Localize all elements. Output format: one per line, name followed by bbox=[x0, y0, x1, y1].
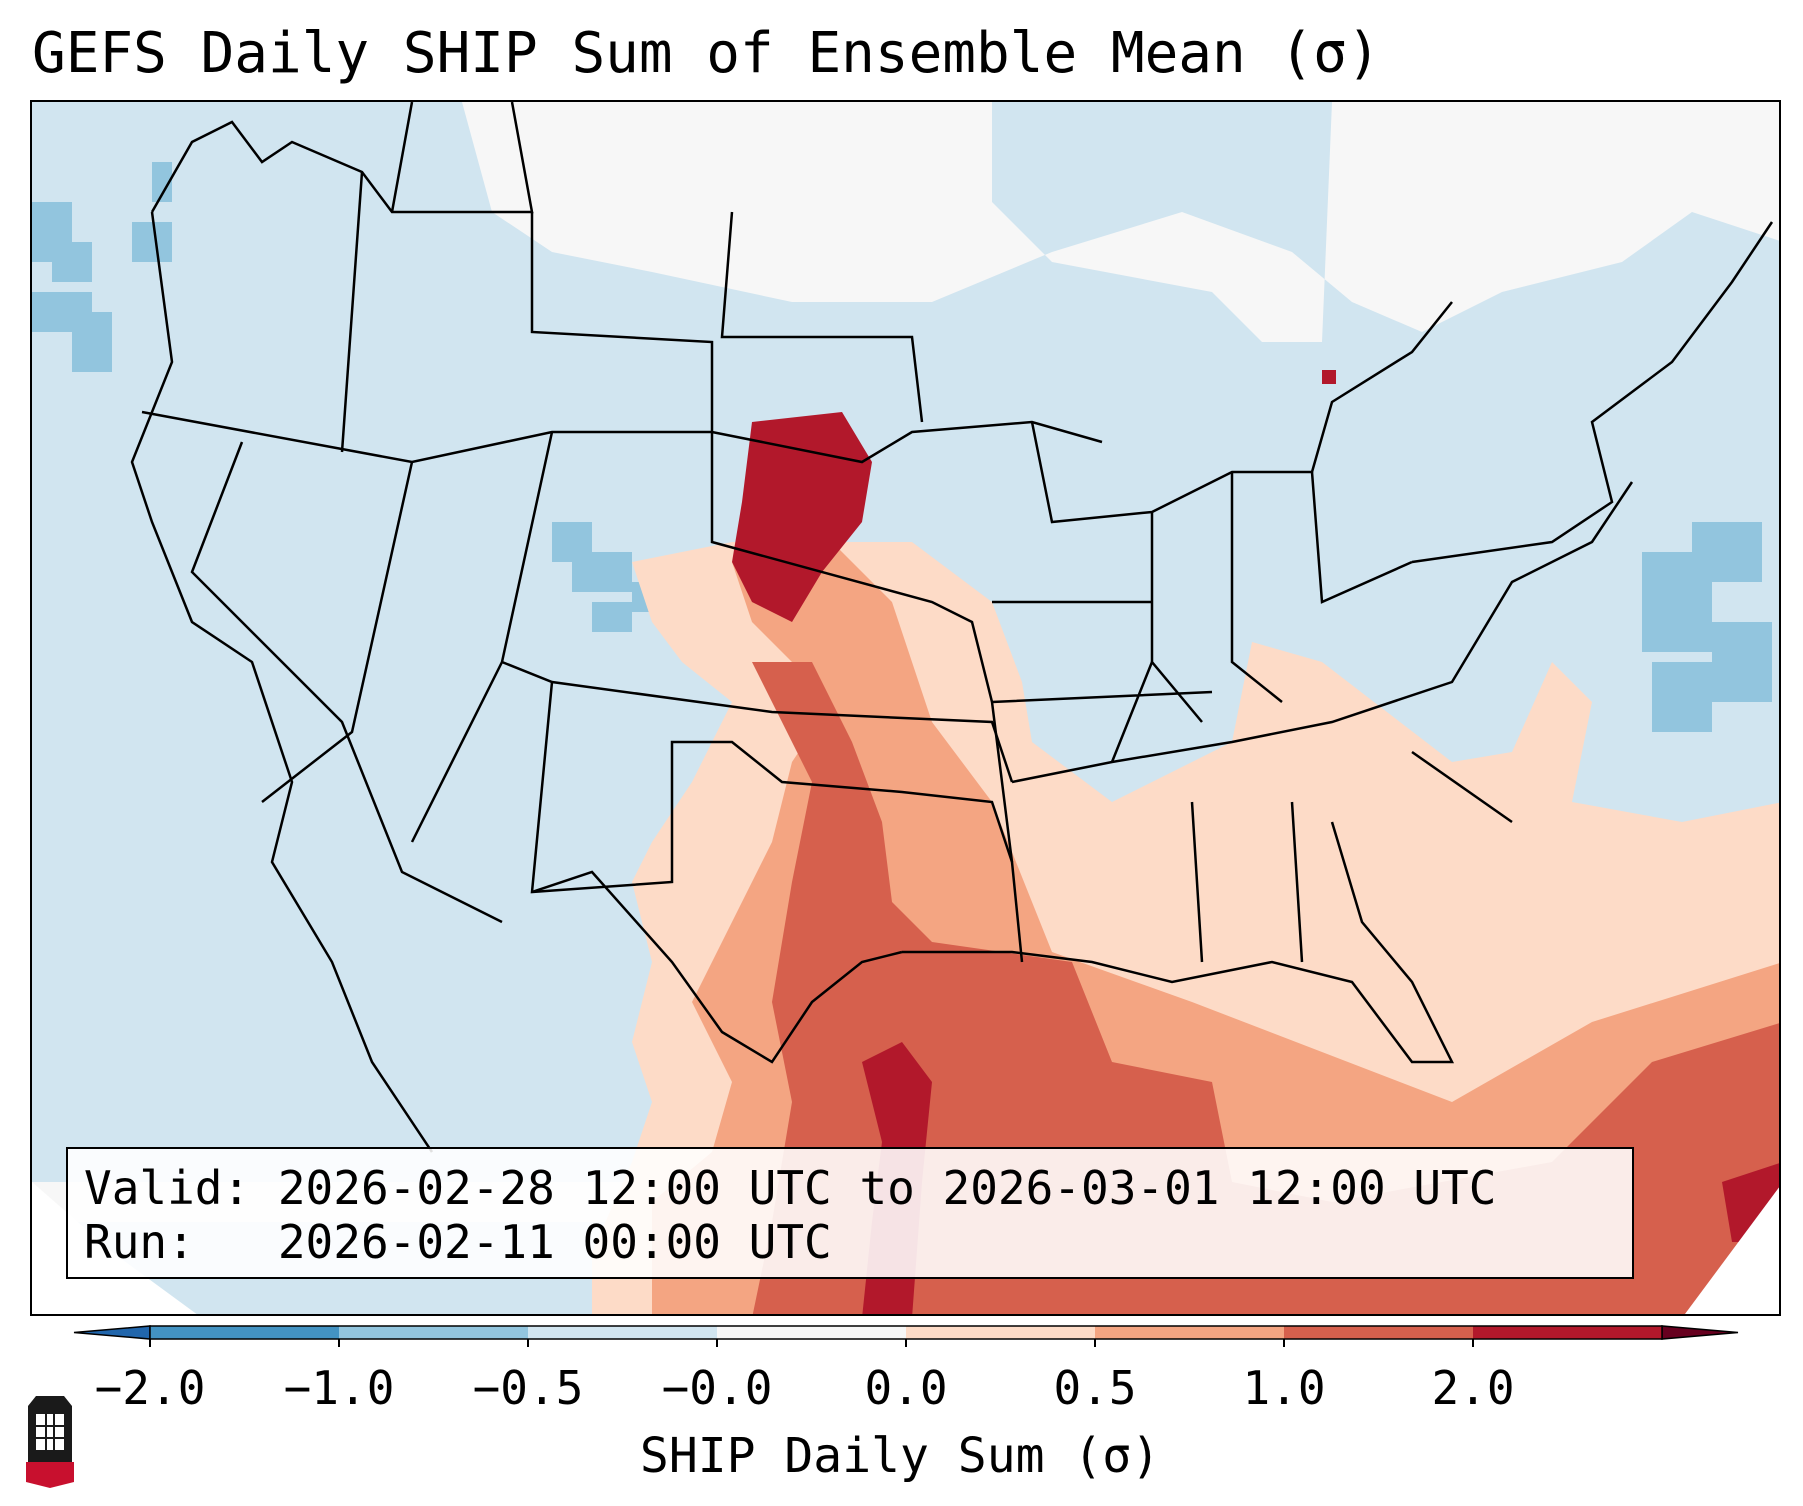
colorbar-tick-label: −0.0 bbox=[661, 1361, 773, 1415]
colorbar-segment bbox=[339, 1326, 529, 1339]
boundaries bbox=[130, 102, 1774, 1153]
colorbar-label: SHIP Daily Sum (σ) bbox=[639, 1428, 1161, 1484]
colorbar-extend-high bbox=[1661, 1325, 1739, 1340]
colorbar-segment bbox=[528, 1326, 718, 1339]
colorbar-segment bbox=[1473, 1326, 1663, 1339]
map-title: GEFS Daily SHIP Sum of Ensemble Mean (σ) bbox=[32, 21, 1381, 86]
colorbar-tick-label: 0.5 bbox=[1053, 1361, 1137, 1415]
ocean-edge bbox=[32, 1182, 1779, 1314]
colorbar-extend-low bbox=[73, 1325, 151, 1340]
colorbar-tick-label: 1.0 bbox=[1242, 1361, 1326, 1415]
colorbar-tick-label: −1.0 bbox=[283, 1361, 395, 1415]
run-time-line: Run: 2026-02-11 00:00 UTC bbox=[84, 1215, 832, 1269]
colorbar-tick-label: −2.0 bbox=[94, 1361, 206, 1415]
niu-logo-icon bbox=[26, 1396, 74, 1488]
colorbar-tick-label: −0.5 bbox=[472, 1361, 584, 1415]
map-panel bbox=[30, 100, 1781, 1316]
colorbar-segment bbox=[906, 1326, 1096, 1339]
colorbar-segment bbox=[717, 1326, 907, 1339]
colorbar-segment bbox=[1284, 1326, 1474, 1339]
colorbar bbox=[73, 1325, 1739, 1347]
validity-info-box: Valid: 2026-02-28 12:00 UTC to 2026-03-0… bbox=[66, 1147, 1634, 1279]
colorbar-tick-label: 2.0 bbox=[1431, 1361, 1515, 1415]
colorbar-segment bbox=[150, 1326, 340, 1339]
colorbar-tick-label: 0.0 bbox=[864, 1361, 948, 1415]
valid-time-line: Valid: 2026-02-28 12:00 UTC to 2026-03-0… bbox=[84, 1161, 1497, 1215]
colorbar-segment bbox=[1095, 1326, 1285, 1339]
